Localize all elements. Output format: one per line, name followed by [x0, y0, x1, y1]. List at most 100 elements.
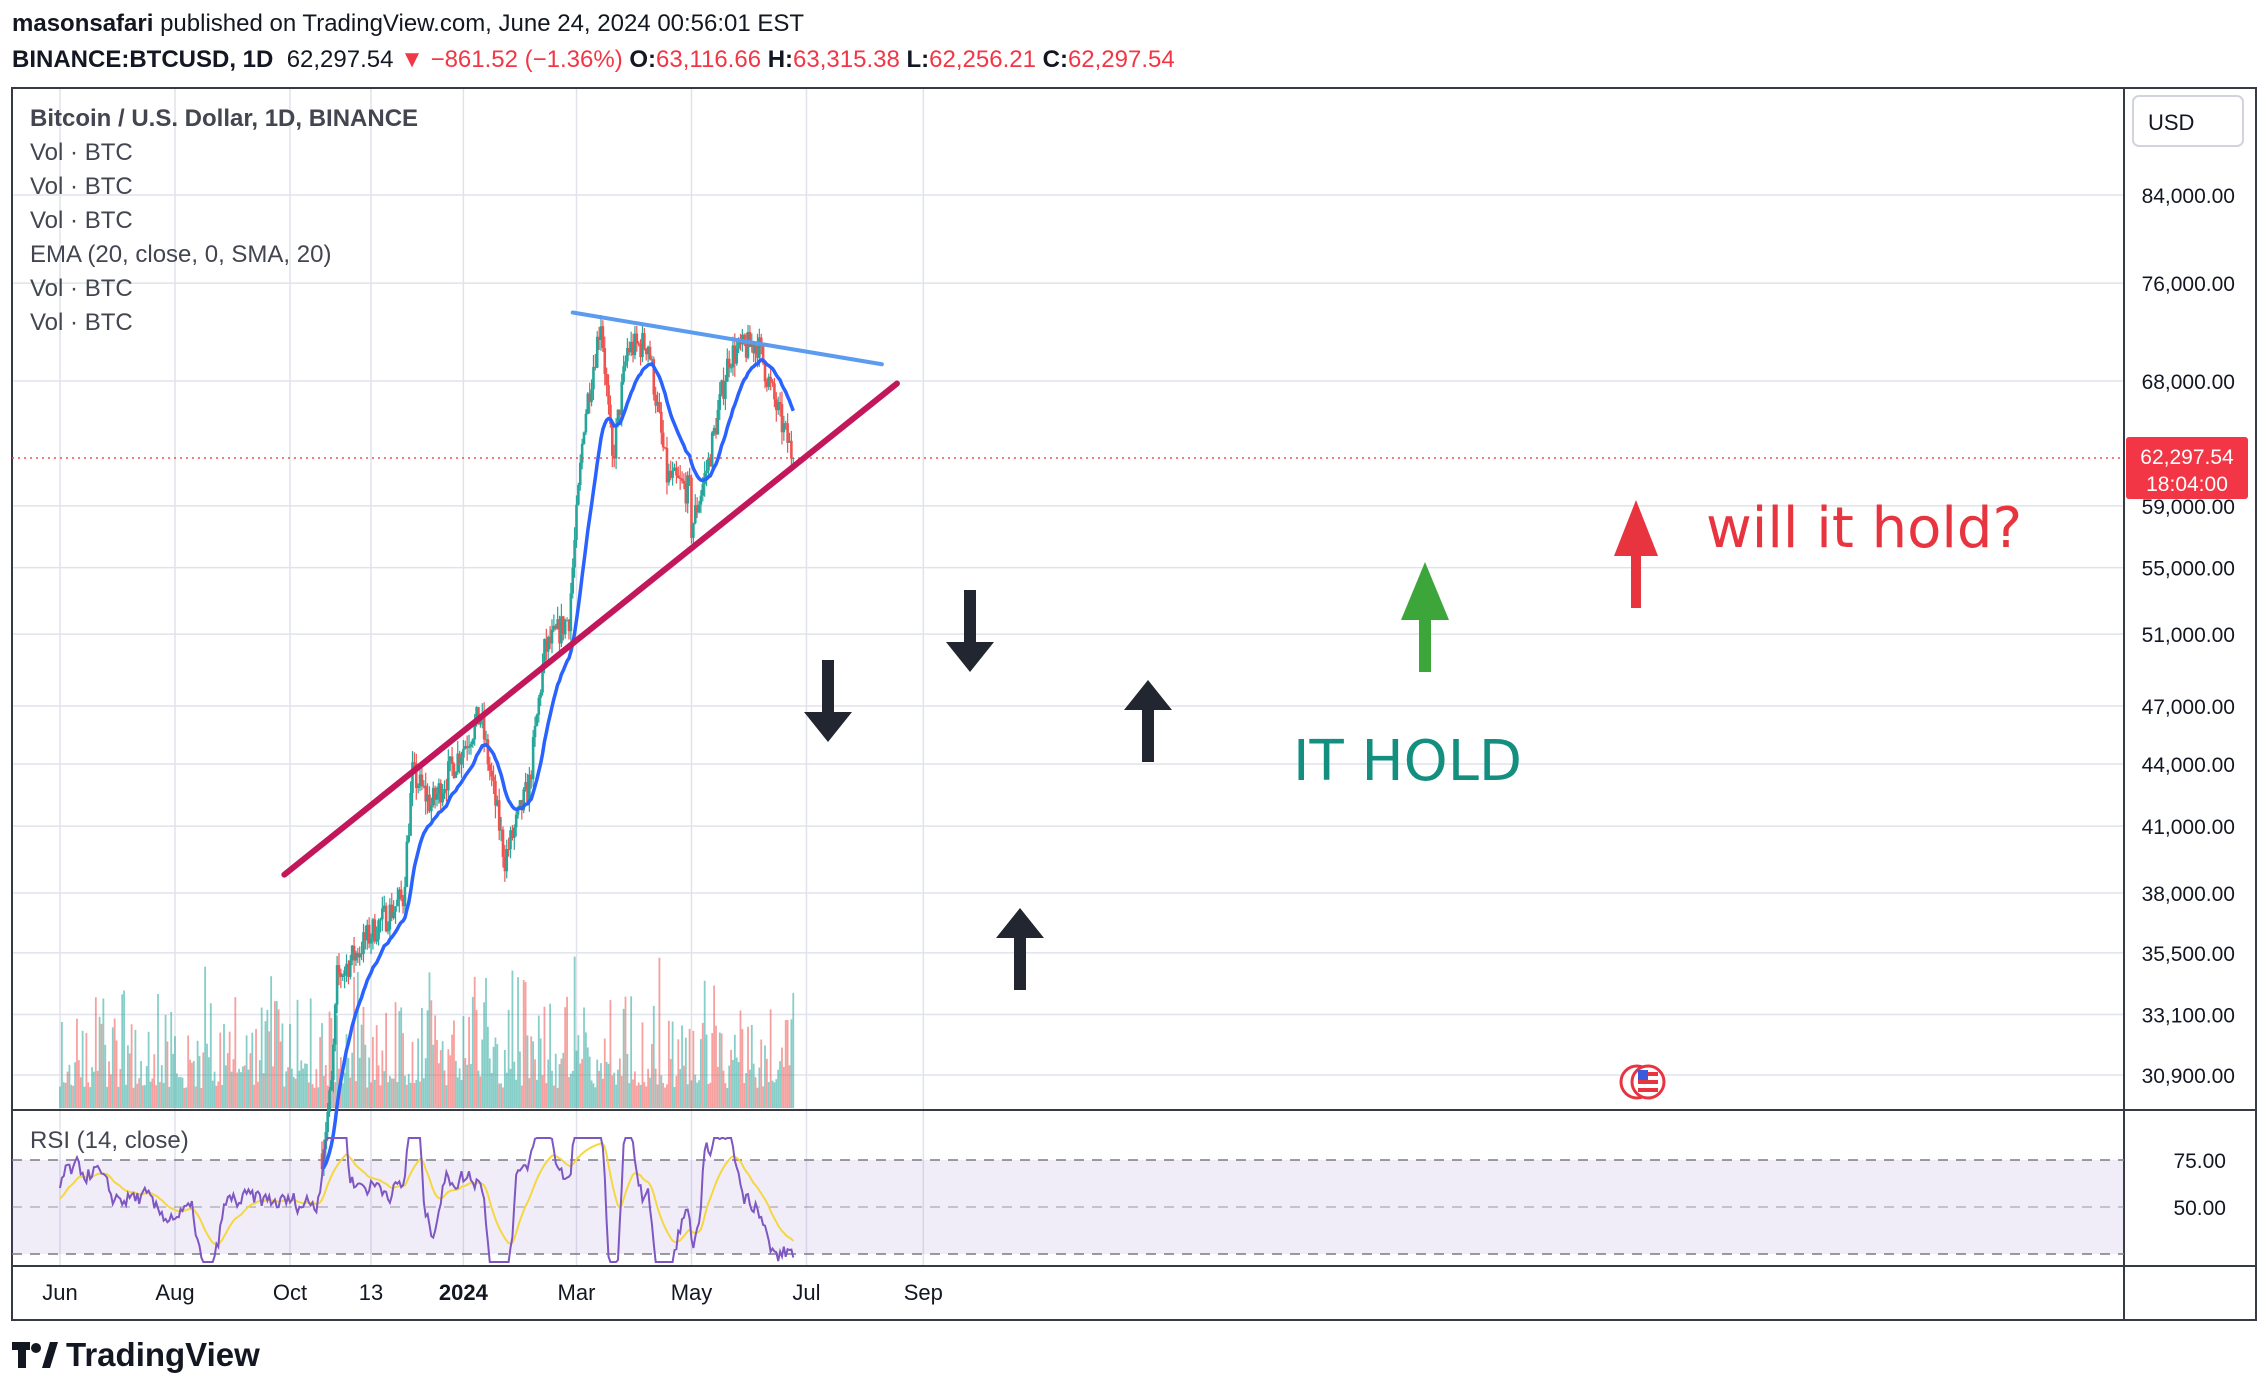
candle-body [686, 475, 690, 504]
volume-bar [72, 1085, 75, 1108]
volume-bar [191, 1062, 193, 1108]
volume-bar [679, 1069, 682, 1108]
currency-button[interactable] [2132, 95, 2244, 147]
candle-body [494, 780, 497, 806]
candle-body [595, 336, 599, 368]
volume-bar [217, 1081, 220, 1108]
candle-body [695, 505, 699, 513]
candle-body [720, 380, 723, 395]
volume-bar [617, 1069, 619, 1108]
candle-body [624, 361, 627, 367]
volume-bar [462, 1016, 465, 1108]
volume-bar [405, 1084, 408, 1108]
tradingview-logo[interactable]: TradingView [12, 1336, 260, 1374]
support-trendline[interactable] [281, 380, 900, 878]
volume-bar [698, 1080, 700, 1108]
volume-bar [520, 1085, 523, 1108]
volume-bar [707, 1083, 710, 1108]
legend-item[interactable]: EMA (20, close, 0, SMA, 20) [30, 241, 332, 268]
candle-body [490, 770, 493, 777]
candle-body [333, 1004, 337, 1045]
rsi-legend[interactable]: RSI (14, close) [30, 1127, 189, 1154]
candle-body [578, 462, 582, 486]
candle-body [648, 346, 652, 360]
volume-bar [328, 1011, 331, 1108]
volume-bar [705, 1034, 708, 1108]
candle-body [505, 849, 509, 872]
volume-bar [652, 1005, 655, 1108]
volume-bar [688, 1028, 691, 1108]
candle-body [633, 333, 637, 356]
volume-bar [358, 1057, 361, 1108]
candle-body [567, 620, 571, 632]
candle-body [484, 739, 488, 741]
candle-body [529, 774, 533, 780]
volume-bar [311, 1084, 314, 1108]
time-tick-label: Oct [273, 1280, 307, 1305]
time-tick-label: May [671, 1280, 713, 1305]
volume-bar [503, 1049, 506, 1108]
volume-bar [656, 1084, 659, 1108]
legend-item[interactable]: Vol · BTC [30, 207, 133, 234]
volume-bar [669, 1059, 672, 1108]
candle-body [709, 457, 712, 467]
candle-body [563, 620, 567, 635]
volume-bar [362, 1006, 365, 1108]
volume-bar [243, 1065, 246, 1108]
legend-item[interactable]: Vol · BTC [30, 173, 133, 200]
candle-body [788, 440, 791, 443]
time-tick-label: Jul [792, 1280, 820, 1305]
author-name[interactable]: masonsafari [12, 10, 154, 37]
legend-title[interactable]: Bitcoin / U.S. Dollar, 1D, BINANCE [30, 105, 419, 132]
volume-bar [692, 1030, 695, 1108]
rsi-band [12, 1160, 2124, 1254]
price-tick-label: 59,000.00 [2142, 496, 2235, 519]
volume-bar [643, 1082, 646, 1108]
volume-bar [447, 1049, 450, 1108]
volume-bar [213, 1071, 216, 1108]
volume-bar [573, 956, 576, 1108]
volume-bar [432, 1044, 435, 1108]
volume-bar [735, 1057, 738, 1108]
candle-body [565, 620, 569, 622]
legend-item[interactable]: Vol · BTC [30, 275, 133, 302]
volume-bar [285, 1071, 288, 1108]
volume-bar [59, 1086, 61, 1108]
volume-bar [701, 1022, 704, 1108]
resistance-trendline[interactable] [570, 310, 884, 367]
candle-body [388, 904, 392, 930]
candle-body [382, 905, 386, 909]
candle-body [546, 636, 550, 652]
candle-body [607, 384, 610, 405]
volume-bar [481, 1039, 484, 1108]
candles [320, 315, 795, 1177]
legend-item[interactable]: Vol · BTC [30, 309, 133, 336]
volume-bar [694, 1074, 697, 1108]
volume-bar [330, 1018, 333, 1108]
candle-body [782, 423, 786, 433]
volume-bar [534, 1059, 536, 1108]
candle-body [390, 904, 394, 919]
arrow-down-icon [946, 590, 994, 672]
candle-body [620, 382, 624, 416]
volume-bar [485, 977, 487, 1108]
price-axis[interactable]: 84,000.00 76,000.00 68,000.00 59,000.00 55,0… [2142, 185, 2235, 1088]
legend-item[interactable]: Vol · BTC [30, 139, 133, 166]
volume-bar [716, 1066, 719, 1108]
ema-line [320, 357, 795, 1171]
volume-bar [488, 1058, 491, 1108]
time-axis[interactable]: Jun Aug Oct 13 2024 Mar May Jul Sep [42, 1280, 943, 1305]
volume-bar [545, 1083, 548, 1108]
price-tag [2126, 437, 2248, 499]
volume-bar [383, 1071, 386, 1108]
candle-body [501, 829, 505, 857]
brand-name: TradingView [66, 1336, 260, 1373]
candle-body [558, 619, 561, 644]
volume-bar [486, 1026, 489, 1108]
volume-bar [517, 977, 519, 1108]
volume-bar [238, 1068, 240, 1108]
volume-bar [515, 1079, 518, 1108]
volume-bar [715, 1025, 717, 1108]
volume-bar [415, 1080, 418, 1108]
